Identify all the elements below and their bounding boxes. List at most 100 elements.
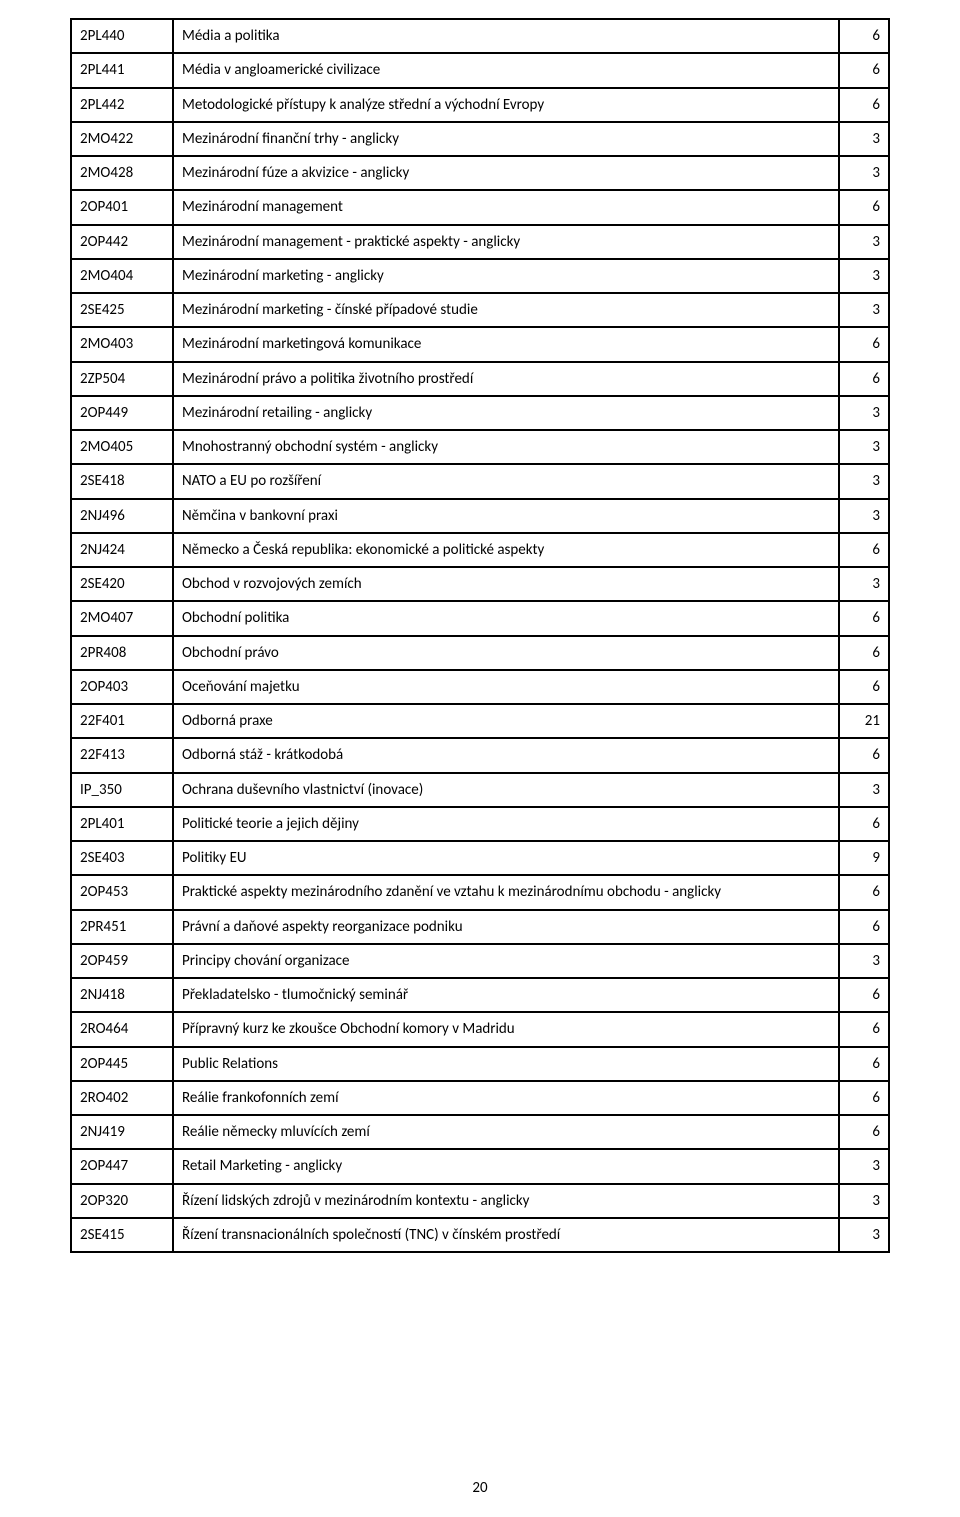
course-title: Ochrana duševního vlastnictví (inovace) bbox=[173, 773, 839, 807]
table-body: 2PL440Média a politika62PL441Média v ang… bbox=[71, 19, 889, 1252]
course-code: 2MO407 bbox=[71, 601, 173, 635]
course-title: Principy chování organizace bbox=[173, 944, 839, 978]
course-title: Přípravný kurz ke zkoušce Obchodní komor… bbox=[173, 1012, 839, 1046]
course-code: 2MO403 bbox=[71, 327, 173, 361]
course-title: Němčina v bankovní praxi bbox=[173, 499, 839, 533]
course-title: Překladatelsko - tlumočnický seminář bbox=[173, 978, 839, 1012]
course-code: 2SE425 bbox=[71, 293, 173, 327]
course-credits: 3 bbox=[839, 1184, 889, 1218]
table-row: 2NJ419Reálie německy mluvících zemí6 bbox=[71, 1115, 889, 1149]
course-title: Média a politika bbox=[173, 19, 839, 53]
course-credits: 3 bbox=[839, 156, 889, 190]
course-credits: 6 bbox=[839, 601, 889, 635]
table-row: 2MO404Mezinárodní marketing - anglicky3 bbox=[71, 259, 889, 293]
course-credits: 6 bbox=[839, 327, 889, 361]
course-credits: 6 bbox=[839, 88, 889, 122]
course-title: Politické teorie a jejich dějiny bbox=[173, 807, 839, 841]
course-credits: 3 bbox=[839, 396, 889, 430]
course-code: 2PL401 bbox=[71, 807, 173, 841]
course-title: Odborná praxe bbox=[173, 704, 839, 738]
course-title: Mezinárodní právo a politika životního p… bbox=[173, 362, 839, 396]
course-credits: 3 bbox=[839, 1149, 889, 1183]
course-title: Mezinárodní retailing - anglicky bbox=[173, 396, 839, 430]
course-title: Odborná stáž - krátkodobá bbox=[173, 738, 839, 772]
table-row: 2PL442Metodologické přístupy k analýze s… bbox=[71, 88, 889, 122]
course-code: 2NJ424 bbox=[71, 533, 173, 567]
course-credits: 3 bbox=[839, 293, 889, 327]
table-row: 2PL440Média a politika6 bbox=[71, 19, 889, 53]
table-row: 2OP447Retail Marketing - anglicky3 bbox=[71, 1149, 889, 1183]
table-row: 2NJ424Německo a Česká republika: ekonomi… bbox=[71, 533, 889, 567]
course-title: Reálie německy mluvících zemí bbox=[173, 1115, 839, 1149]
table-row: 2PR451Právní a daňové aspekty reorganiza… bbox=[71, 910, 889, 944]
course-credits: 3 bbox=[839, 122, 889, 156]
course-code: 2PL442 bbox=[71, 88, 173, 122]
course-credits: 6 bbox=[839, 738, 889, 772]
table-row: IP_350Ochrana duševního vlastnictví (ino… bbox=[71, 773, 889, 807]
table-row: 2RO402Reálie frankofonních zemí6 bbox=[71, 1081, 889, 1115]
course-credits: 6 bbox=[839, 636, 889, 670]
course-credits: 6 bbox=[839, 190, 889, 224]
course-title: Metodologické přístupy k analýze střední… bbox=[173, 88, 839, 122]
table-row: 2OP459Principy chování organizace3 bbox=[71, 944, 889, 978]
course-code: 2NJ418 bbox=[71, 978, 173, 1012]
course-code: 2OP445 bbox=[71, 1047, 173, 1081]
course-code: 2MO422 bbox=[71, 122, 173, 156]
course-code: 2PR451 bbox=[71, 910, 173, 944]
course-title: Obchodní politika bbox=[173, 601, 839, 635]
table-row: 2OP453Praktické aspekty mezinárodního zd… bbox=[71, 875, 889, 909]
course-code: 2OP453 bbox=[71, 875, 173, 909]
course-credits: 6 bbox=[839, 362, 889, 396]
course-code: 2ZP504 bbox=[71, 362, 173, 396]
course-title: Retail Marketing - anglicky bbox=[173, 1149, 839, 1183]
page-number: 20 bbox=[0, 1479, 960, 1497]
course-credits: 3 bbox=[839, 430, 889, 464]
course-credits: 6 bbox=[839, 1115, 889, 1149]
course-title: Mezinárodní management - praktické aspek… bbox=[173, 225, 839, 259]
table-row: 2MO403Mezinárodní marketingová komunikac… bbox=[71, 327, 889, 361]
course-title: Obchod v rozvojových zemích bbox=[173, 567, 839, 601]
course-credits: 3 bbox=[839, 225, 889, 259]
course-credits: 6 bbox=[839, 533, 889, 567]
table-row: 2OP401Mezinárodní management6 bbox=[71, 190, 889, 224]
course-title: Mezinárodní management bbox=[173, 190, 839, 224]
course-code: 2OP401 bbox=[71, 190, 173, 224]
course-title: Řízení lidských zdrojů v mezinárodním ko… bbox=[173, 1184, 839, 1218]
table-row: 2MO428Mezinárodní fúze a akvizice - angl… bbox=[71, 156, 889, 190]
table-row: 2OP445Public Relations6 bbox=[71, 1047, 889, 1081]
table-row: 22F413Odborná stáž - krátkodobá6 bbox=[71, 738, 889, 772]
table-row: 2OP320Řízení lidských zdrojů v mezinárod… bbox=[71, 1184, 889, 1218]
course-code: 22F401 bbox=[71, 704, 173, 738]
table-row: 2OP449Mezinárodní retailing - anglicky3 bbox=[71, 396, 889, 430]
course-credits: 3 bbox=[839, 259, 889, 293]
course-credits: 3 bbox=[839, 944, 889, 978]
table-row: 2PR408Obchodní právo6 bbox=[71, 636, 889, 670]
course-code: 2OP447 bbox=[71, 1149, 173, 1183]
course-table: 2PL440Média a politika62PL441Média v ang… bbox=[70, 18, 890, 1253]
table-row: 2OP442Mezinárodní management - praktické… bbox=[71, 225, 889, 259]
course-code: 2OP403 bbox=[71, 670, 173, 704]
course-title: Právní a daňové aspekty reorganizace pod… bbox=[173, 910, 839, 944]
course-credits: 6 bbox=[839, 910, 889, 944]
course-title: Politiky EU bbox=[173, 841, 839, 875]
course-code: 2OP442 bbox=[71, 225, 173, 259]
table-row: 2MO407Obchodní politika6 bbox=[71, 601, 889, 635]
table-row: 2SE425Mezinárodní marketing - čínské pří… bbox=[71, 293, 889, 327]
table-row: 2SE420Obchod v rozvojových zemích3 bbox=[71, 567, 889, 601]
course-title: Obchodní právo bbox=[173, 636, 839, 670]
course-credits: 6 bbox=[839, 53, 889, 87]
course-credits: 6 bbox=[839, 978, 889, 1012]
course-title: NATO a EU po rozšíření bbox=[173, 464, 839, 498]
course-credits: 9 bbox=[839, 841, 889, 875]
course-credits: 6 bbox=[839, 19, 889, 53]
course-title: Mezinárodní fúze a akvizice - anglicky bbox=[173, 156, 839, 190]
table-row: 2PL441Média v angloamerické civilizace6 bbox=[71, 53, 889, 87]
course-code: 2MO405 bbox=[71, 430, 173, 464]
table-row: 2SE403Politiky EU9 bbox=[71, 841, 889, 875]
course-title: Mezinárodní marketingová komunikace bbox=[173, 327, 839, 361]
course-credits: 6 bbox=[839, 1012, 889, 1046]
course-code: 2PR408 bbox=[71, 636, 173, 670]
course-title: Média v angloamerické civilizace bbox=[173, 53, 839, 87]
course-code: 2SE415 bbox=[71, 1218, 173, 1252]
course-title: Mezinárodní marketing - anglicky bbox=[173, 259, 839, 293]
